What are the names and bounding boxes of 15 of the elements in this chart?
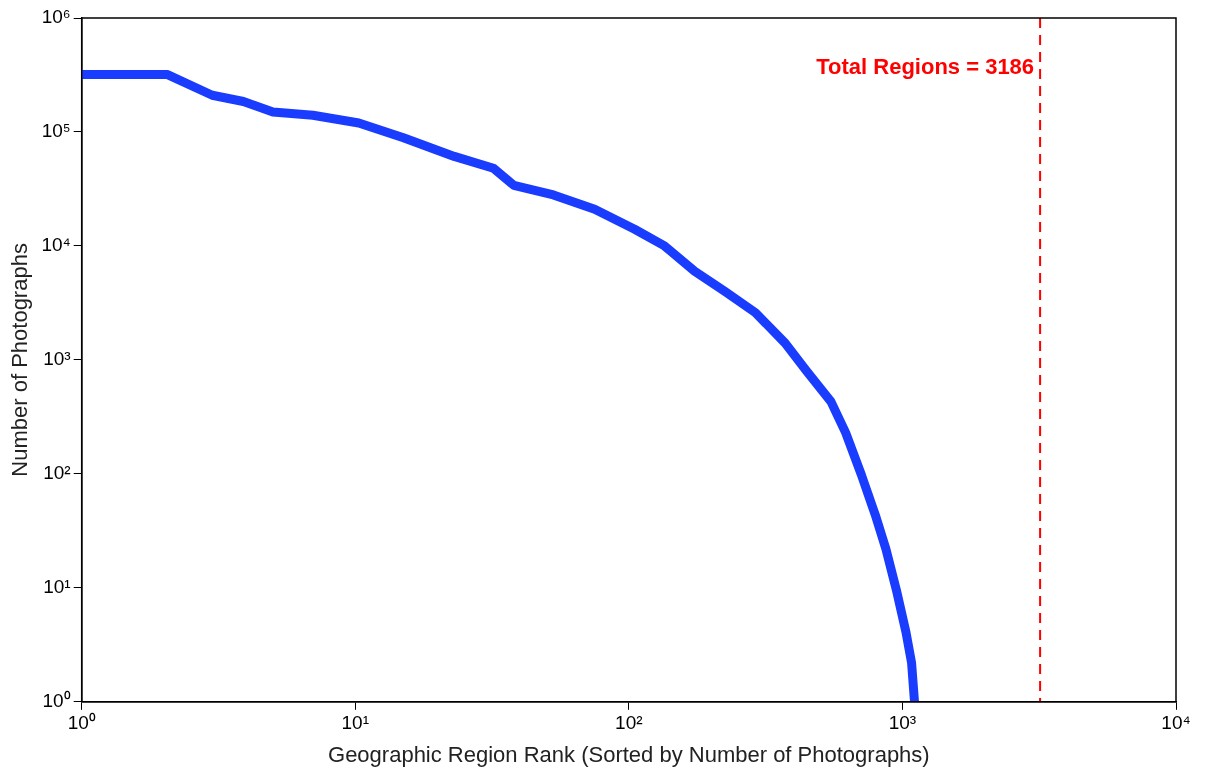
x-tick-label: 10⁰ [67,712,96,734]
x-tick-label: 10³ [888,712,917,734]
y-tick-label: 10¹ [43,576,71,598]
x-tick-label: 10¹ [341,712,370,734]
y-tick-label: 10³ [43,348,71,370]
ref-line-label: Total Regions = 3186 [816,54,1035,80]
x-tick-label: 10² [615,712,643,734]
x-axis-title: Geographic Region Rank (Sorted by Number of Photographs) [328,741,930,767]
y-tick-label: 10² [43,462,71,484]
y-tick-label: 10⁴ [41,234,71,256]
y-tick-label: 10⁰ [42,690,71,712]
y-tick-label: 10⁶ [41,6,71,28]
x-tick-label: 10⁴ [1161,712,1191,734]
y-axis-title: Number of Photographs [7,243,33,477]
y-tick-label: 10⁵ [41,120,71,142]
